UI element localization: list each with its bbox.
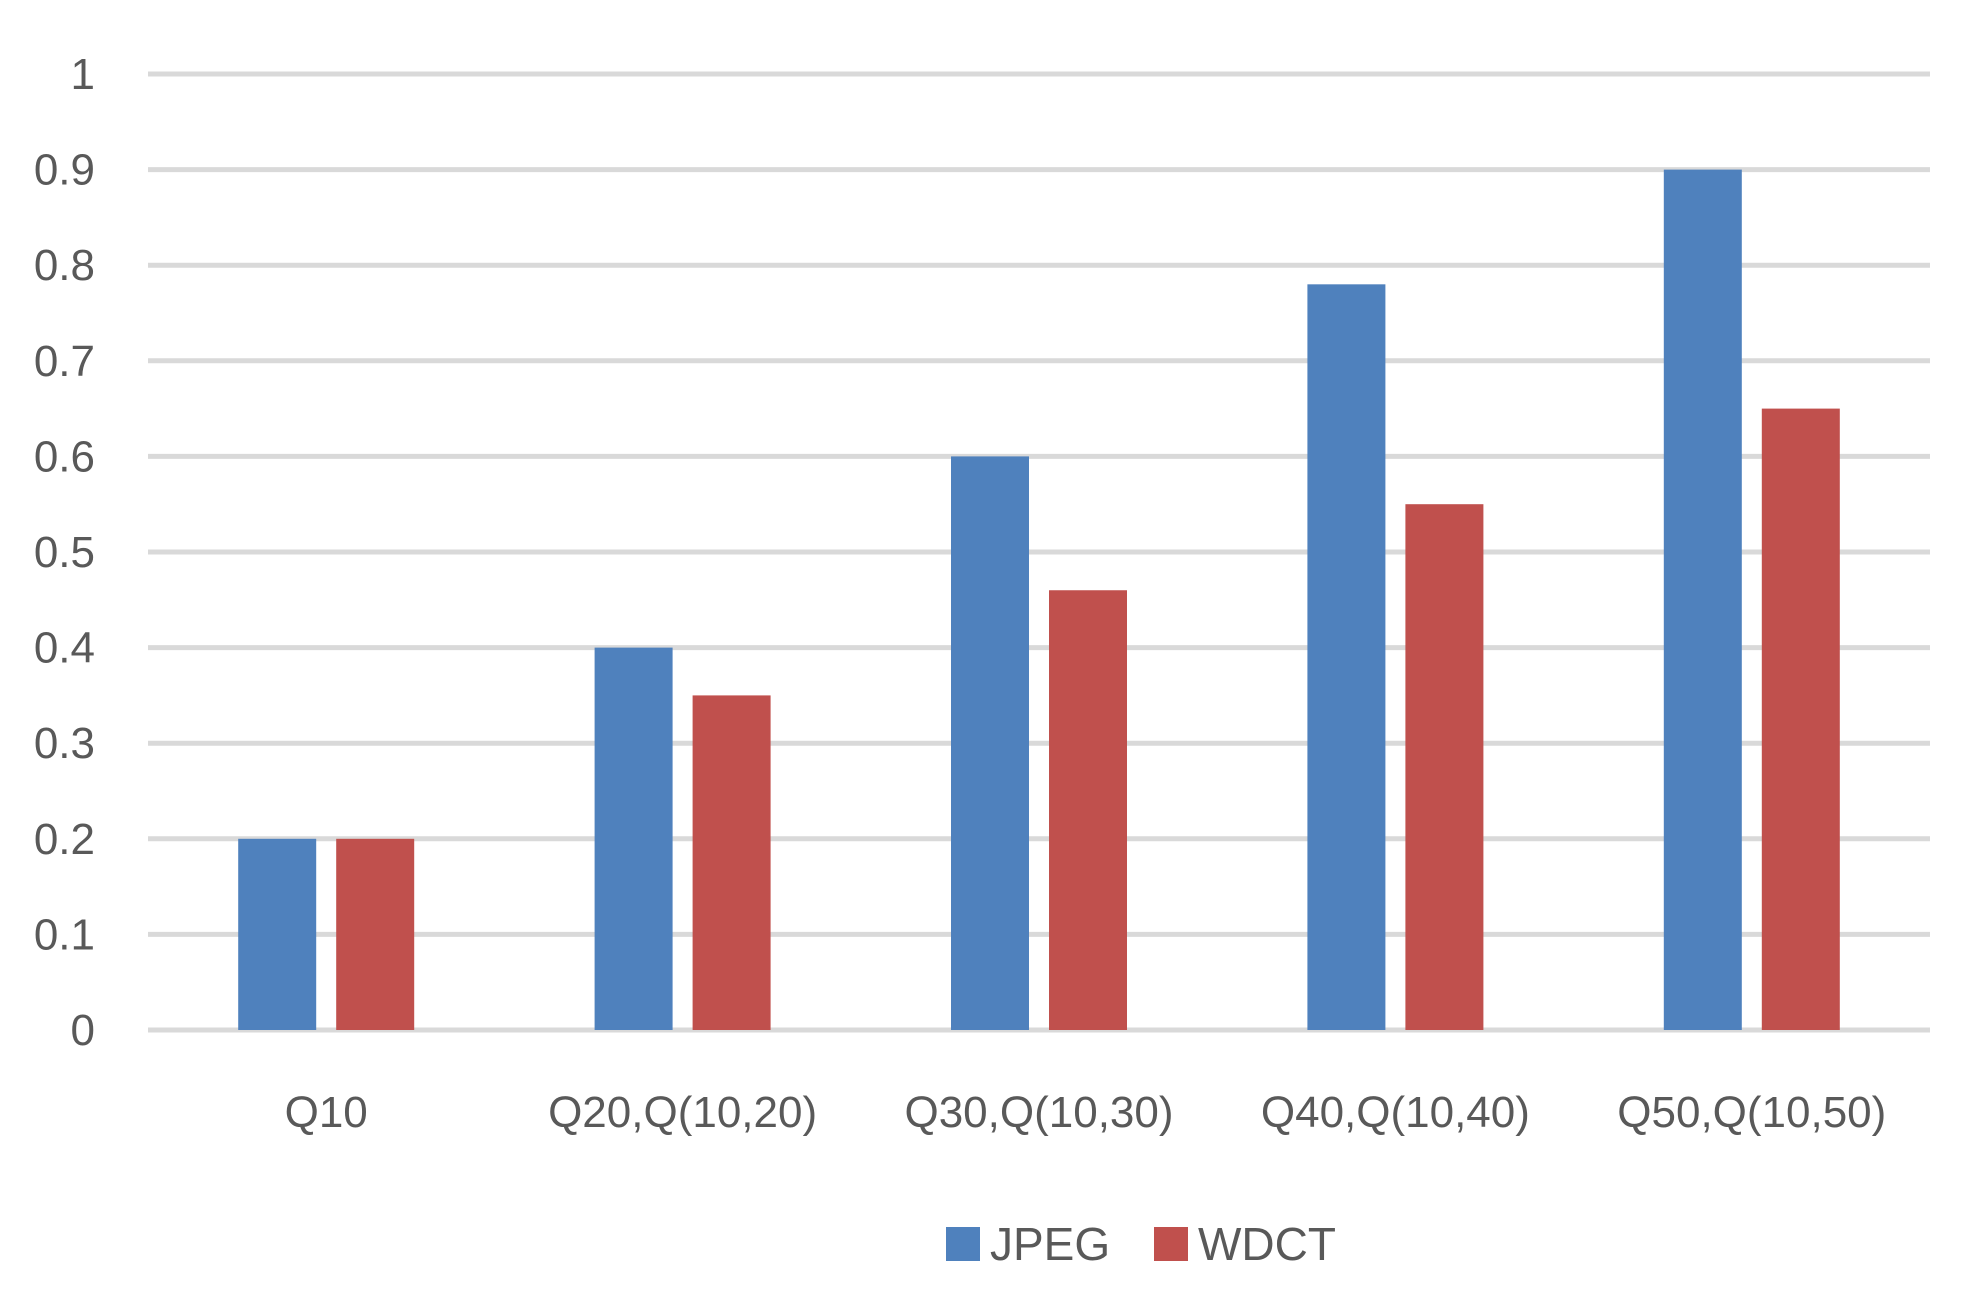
bar-jpeg-2 bbox=[951, 456, 1029, 1030]
bar-jpeg-1 bbox=[594, 647, 673, 1030]
y-tick-label: 0.3 bbox=[34, 719, 95, 768]
bar-wdct-4 bbox=[1761, 408, 1840, 1031]
y-tick-label: 1 bbox=[71, 50, 95, 99]
bar-wdct-1 bbox=[692, 695, 771, 1030]
bar-wdct-0 bbox=[336, 838, 415, 1030]
bars bbox=[238, 169, 1840, 1031]
y-tick-label: 0.1 bbox=[34, 910, 95, 959]
legend-label-wdct: WDCT bbox=[1198, 1218, 1336, 1270]
bar-wdct-3 bbox=[1405, 504, 1484, 1030]
x-category-label: Q20,Q(10,20) bbox=[548, 1088, 817, 1137]
bar-jpeg-0 bbox=[238, 838, 317, 1030]
bar-wdct-2 bbox=[1049, 590, 1127, 1030]
y-axis-tick-labels: 0 0.1 0.2 0.3 0.4 0.5 0.6 0.7 0.8 0.9 1 bbox=[34, 50, 95, 1055]
x-axis-category-labels: Q10 Q20,Q(10,20) Q30,Q(10,30) Q40,Q(10,40) Q… bbox=[285, 1088, 1887, 1137]
bar-jpeg-3 bbox=[1307, 284, 1386, 1030]
y-tick-label: 0.4 bbox=[34, 624, 95, 673]
y-tick-label: 0.2 bbox=[34, 815, 95, 864]
legend-label-jpeg: JPEG bbox=[990, 1218, 1110, 1270]
legend-swatch-wdct bbox=[1154, 1227, 1188, 1261]
x-category-label: Q10 bbox=[285, 1088, 368, 1137]
legend: JPEG WDCT bbox=[946, 1218, 1336, 1270]
y-tick-label: 0.5 bbox=[34, 528, 95, 577]
y-tick-label: 0.7 bbox=[34, 337, 95, 386]
legend-swatch-jpeg bbox=[946, 1227, 980, 1261]
bar-jpeg-4 bbox=[1663, 169, 1742, 1031]
x-category-label: Q50,Q(10,50) bbox=[1617, 1088, 1886, 1137]
y-tick-label: 0.9 bbox=[34, 146, 95, 195]
y-tick-label: 0.6 bbox=[34, 432, 95, 481]
gridlines bbox=[148, 71, 1930, 1033]
x-category-label: Q30,Q(10,30) bbox=[904, 1088, 1173, 1137]
y-tick-label: 0 bbox=[71, 1006, 95, 1055]
x-category-label: Q40,Q(10,40) bbox=[1261, 1088, 1530, 1137]
y-tick-label: 0.8 bbox=[34, 241, 95, 290]
